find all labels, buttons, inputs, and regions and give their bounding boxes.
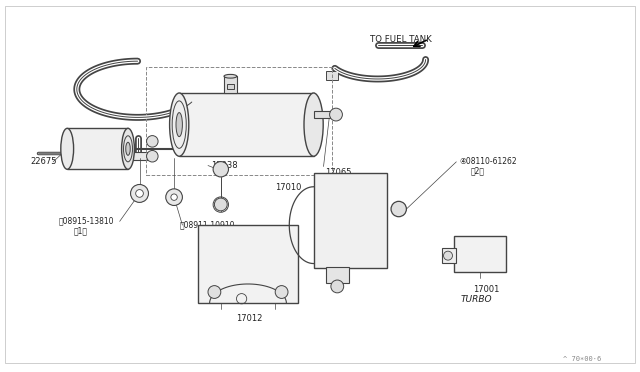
Ellipse shape [122, 128, 134, 169]
Text: （2）: （2） [470, 167, 484, 176]
Ellipse shape [166, 189, 182, 205]
Ellipse shape [147, 136, 158, 147]
Text: 17012: 17012 [236, 314, 263, 323]
Bar [179, 93, 314, 156]
Ellipse shape [61, 128, 74, 169]
Bar [146, 67, 332, 175]
Text: （1）: （1） [198, 230, 212, 239]
Text: TO FUEL TANK: TO FUEL TANK [370, 35, 431, 44]
Ellipse shape [391, 201, 406, 217]
Text: Ⓧ08911-10910: Ⓧ08911-10910 [179, 221, 235, 230]
Ellipse shape [147, 151, 158, 162]
Bar [128, 152, 147, 160]
Ellipse shape [170, 93, 189, 156]
Text: 17001: 17001 [473, 285, 500, 294]
Bar [314, 111, 330, 118]
Ellipse shape [125, 142, 131, 155]
Text: 17065: 17065 [325, 169, 351, 177]
Ellipse shape [331, 280, 344, 293]
Ellipse shape [444, 251, 452, 260]
Text: Ⓦ08915-13810: Ⓦ08915-13810 [59, 217, 115, 226]
Bar [326, 71, 338, 80]
Bar [454, 236, 506, 272]
Text: ④08110-61262: ④08110-61262 [460, 157, 517, 166]
Bar [227, 84, 234, 89]
Ellipse shape [208, 286, 221, 298]
Ellipse shape [171, 194, 177, 201]
Text: 22675: 22675 [31, 157, 57, 166]
Bar [67, 128, 128, 169]
Bar [224, 76, 237, 93]
Text: TURBO: TURBO [461, 295, 493, 304]
Text: 17038: 17038 [211, 161, 238, 170]
Ellipse shape [136, 190, 143, 197]
Ellipse shape [213, 161, 228, 177]
Bar [326, 267, 349, 283]
Text: ＜1＞: ＜1＞ [74, 226, 88, 235]
Ellipse shape [275, 286, 288, 298]
Ellipse shape [224, 74, 237, 78]
Text: ^ 70∗00·6: ^ 70∗00·6 [563, 356, 602, 362]
Ellipse shape [304, 93, 323, 156]
Bar [442, 248, 456, 263]
Bar [198, 225, 298, 303]
Ellipse shape [176, 113, 182, 137]
Text: 17010: 17010 [275, 183, 301, 192]
Ellipse shape [214, 198, 227, 211]
Ellipse shape [131, 185, 148, 202]
Ellipse shape [330, 108, 342, 121]
Bar [314, 173, 387, 268]
